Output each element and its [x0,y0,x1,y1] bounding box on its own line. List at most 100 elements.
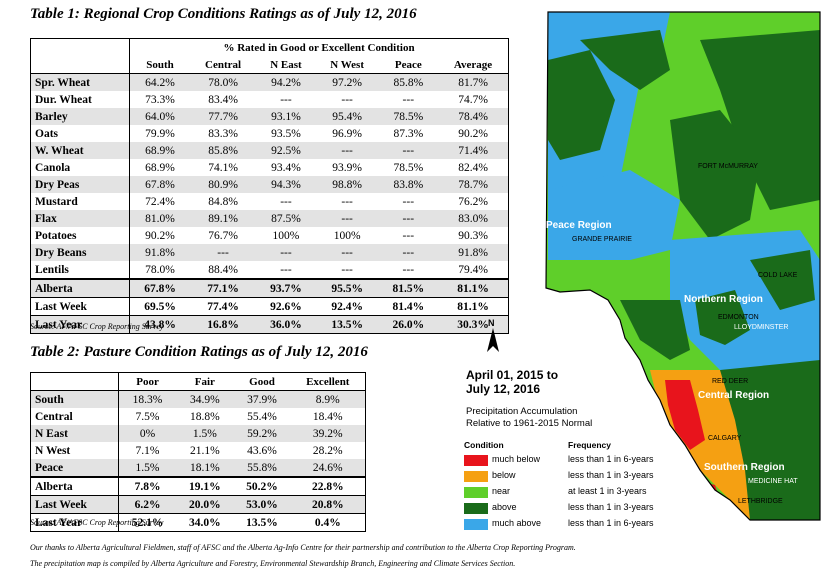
row-label: Potatoes [30,227,131,244]
table-cell: --- [341,195,353,208]
table-cell: 77.7% [208,110,238,123]
table1-col-header: Average [438,56,509,74]
city-edmonton: EDMONTON [718,314,759,321]
map-date-range: April 01, 2015 to July 12, 2016 [466,368,559,396]
table-cell: 67.8% [129,278,190,298]
table-cell: --- [280,263,292,276]
table-cell: 74.1% [208,161,238,174]
row-label: Oats [30,125,131,142]
table-cell: 87.3% [393,127,424,140]
table-cell: 96.9% [332,127,362,140]
table-cell: 55.8% [247,461,277,474]
table-cell: 78.5% [393,110,424,123]
table-cell: 85.8% [393,76,424,89]
legend-swatch [464,487,488,498]
legend-frequency: less than 1 in 3-years [568,502,654,512]
legend-label: near [492,486,511,496]
table-row: Peace 1.5% 18.1% 55.8% 24.6% [30,459,366,477]
table-cell: 76.7% [208,229,238,242]
table-cell: 91.8% [145,246,175,259]
table-cell: 26.0% [378,315,439,334]
pasture-conditions-table: Poor Fair Good Excellent South 18.3% 34.9% 37.… [30,372,366,532]
footnote-thanks: Our thanks to Alberta Agricultural Field… [30,543,576,552]
table-cell: --- [280,246,292,259]
table-cell: --- [341,263,353,276]
table-cell: 92.5% [271,144,301,157]
row-label: Peace [30,459,119,477]
table-cell: 50.2% [233,476,291,496]
table-cell: 6.2% [118,495,177,514]
table-cell: 93.4% [271,161,301,174]
table2-col-header: Fair [176,372,234,391]
legend-swatch [464,471,488,482]
table-row: N East 0% 1.5% 59.2% 39.2% [30,425,366,442]
table-cell: 8.9% [315,393,340,406]
table-cell: 39.2% [312,427,343,440]
table-cell: --- [280,93,292,106]
row-label: Dry Beans [30,244,131,261]
legend-label: much above [492,518,542,528]
table1-col-header: N East [256,56,316,74]
table-cell: 78.5% [393,161,424,174]
legend-label: above [492,502,517,512]
row-label: Central [30,408,119,425]
table-cell: 64.2% [145,76,175,89]
legend-swatch [464,503,488,514]
table-row: Mustard 72.4% 84.8% --- --- --- 76.2% [30,193,509,210]
city-lloydminster: LLOYDMINSTER [734,324,789,331]
table-cell: 18.1% [189,461,220,474]
table2-source: Source: AF/AFSC Crop Reporting Survey [30,518,164,527]
table-cell: 100% [333,229,361,242]
footnote-map-credit: The precipitation map is compiled by Alb… [30,559,516,568]
table-cell: --- [402,229,415,242]
table1-title: Table 1: Regional Crop Conditions Rating… [30,6,417,22]
table-cell: 93.7% [256,278,316,298]
table-cell: 73.3% [145,93,175,106]
table-cell: --- [402,195,415,208]
table-cell: 7.8% [118,476,177,496]
legend-label: below [492,470,516,480]
table-cell: 1.5% [135,461,160,474]
row-label: Last Week [30,495,119,514]
legend-frequency: less than 1 in 3-years [568,470,654,480]
table2-title: Table 2: Pasture Condition Ratings as of… [30,344,368,360]
table-cell: 68.9% [145,161,175,174]
table-row: Dry Peas 67.8% 80.9% 94.3% 98.8% 83.8% 78.7% [30,176,509,193]
table-cell: --- [402,93,415,106]
table-cell: 83.0% [458,212,488,225]
table-cell: 28.2% [312,444,343,457]
table-cell: 83.8% [393,178,424,191]
table1-col-header: Central [189,56,257,74]
row-label: W. Wheat [30,142,131,159]
table-cell: 78.7% [458,178,488,191]
table-cell: 93.1% [271,110,301,123]
city-red-deer: RED DEER [712,378,749,385]
table-cell: --- [280,195,292,208]
table-cell: 88.4% [208,263,238,276]
table-row: Alberta 7.8% 19.1% 50.2% 22.8% [30,476,366,496]
table-cell: 89.1% [208,212,238,225]
table-cell: 30.3% [438,315,509,334]
table-cell: 83.4% [208,93,238,106]
table-cell: 43.8% [129,315,190,334]
table-row: Canola 68.9% 74.1% 93.4% 93.9% 78.5% 82.4% [30,159,509,176]
table-cell: --- [402,263,415,276]
precipitation-map [545,11,821,521]
table2-col-header: Excellent [290,372,366,391]
table-cell: 67.8% [145,178,175,191]
table-cell: 81.7% [458,76,488,89]
table-cell: 68.9% [145,144,175,157]
row-label: Barley [30,108,131,125]
table-cell: 22.8% [290,476,366,496]
region-southern: Southern Region [704,462,785,473]
legend-condition-header: Condition [464,440,504,450]
table-row: Potatoes 90.2% 76.7% 100% 100% --- 90.3% [30,227,509,244]
table-cell: 76.2% [458,195,488,208]
table-cell: --- [402,144,415,157]
table-cell: 43.6% [247,444,277,457]
table-cell: 53.0% [233,495,291,514]
table-cell: 13.5% [315,315,379,334]
table2-col-header: Poor [118,372,177,391]
table-cell: 74.7% [458,93,488,106]
table-cell: 16.8% [189,315,257,334]
